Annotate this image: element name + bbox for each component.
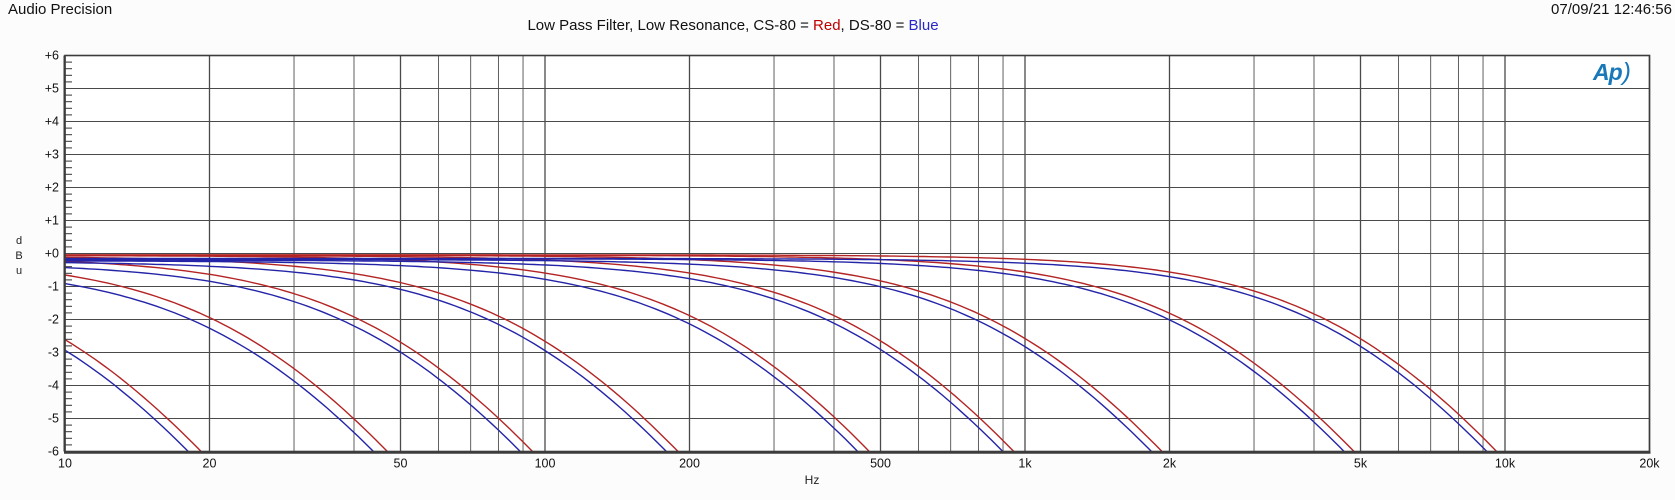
y-tick-label: -1 [48,280,59,294]
trace-cs80-lpf-cutoff-20hz [65,339,203,452]
x-tick-label: 5k [1354,457,1368,471]
trace-ds80-lpf-cutoff-1khz [65,259,1004,452]
y-tick-label: -2 [48,313,59,327]
y-axis-unit-letter: B [15,250,23,262]
trace-ds80-lpf-cutoff-20hz [65,349,190,452]
trace-ds80-lpf-cutoff-50hz [65,282,375,452]
y-axis-unit-letter: u [15,265,23,277]
y-tick-label: +6 [45,49,59,63]
trace-cs80-lpf-cutoff-50hz [65,274,389,452]
x-tick-label: 200 [679,457,700,471]
ap-logo-paren: ) [1622,58,1631,86]
x-axis-unit-label: Hz [804,473,820,487]
audio-precision-logo: Ap) [1593,58,1631,87]
trace-cs80-lpf-cutoff-100hz [65,260,534,452]
timestamp: 07/09/21 12:46:56 [1551,1,1672,18]
x-tick-label: 20k [1639,457,1660,471]
y-tick-label: +2 [45,181,59,195]
y-axis-unit-letter: d [15,235,23,247]
trace-ds80-lpf-cutoff-500hz [65,260,859,452]
y-tick-label: +3 [45,148,59,162]
y-tick-label: +1 [45,214,59,228]
x-tick-label: 500 [870,457,891,471]
trace-cs80-lpf-cutoff-10khz [65,254,1498,452]
x-tick-label: 10k [1495,457,1516,471]
trace-ds80-lpf-cutoff-200hz [65,262,668,452]
x-tick-label: 2k [1163,457,1177,471]
y-tick-label: -3 [48,346,59,360]
response-curves [65,254,1498,452]
x-tick-label: 10 [58,457,72,471]
y-tick-label: +0 [45,247,59,261]
app-title: Audio Precision [8,1,113,18]
y-tick-label: -5 [48,412,59,426]
chart-title-separator: , DS-80 = [840,17,909,34]
chart-title-red-label: Red [813,17,841,34]
chart-title-blue-label: Blue [908,17,939,34]
chart-title: Low Pass Filter, Low Resonance, CS-80 = … [527,17,938,34]
y-tick-label: -6 [48,445,59,459]
trace-ds80-lpf-cutoff-10khz [65,257,1488,452]
y-tick-label: -4 [48,379,59,393]
x-tick-label: 100 [535,457,556,471]
x-tick-label: 1k [1018,457,1032,471]
y-tick-label: +4 [45,115,59,129]
ap-logo-text: Ap [1593,59,1623,85]
x-tick-label: 20 [203,457,217,471]
y-tick-label: +5 [45,82,59,96]
chart-title-main: Low Pass Filter, Low Resonance, CS-80 = [527,17,814,34]
x-tick-label: 50 [394,457,408,471]
y-axis-unit-label: d B u [12,234,26,279]
trace-ds80-lpf-cutoff-100hz [65,266,522,452]
